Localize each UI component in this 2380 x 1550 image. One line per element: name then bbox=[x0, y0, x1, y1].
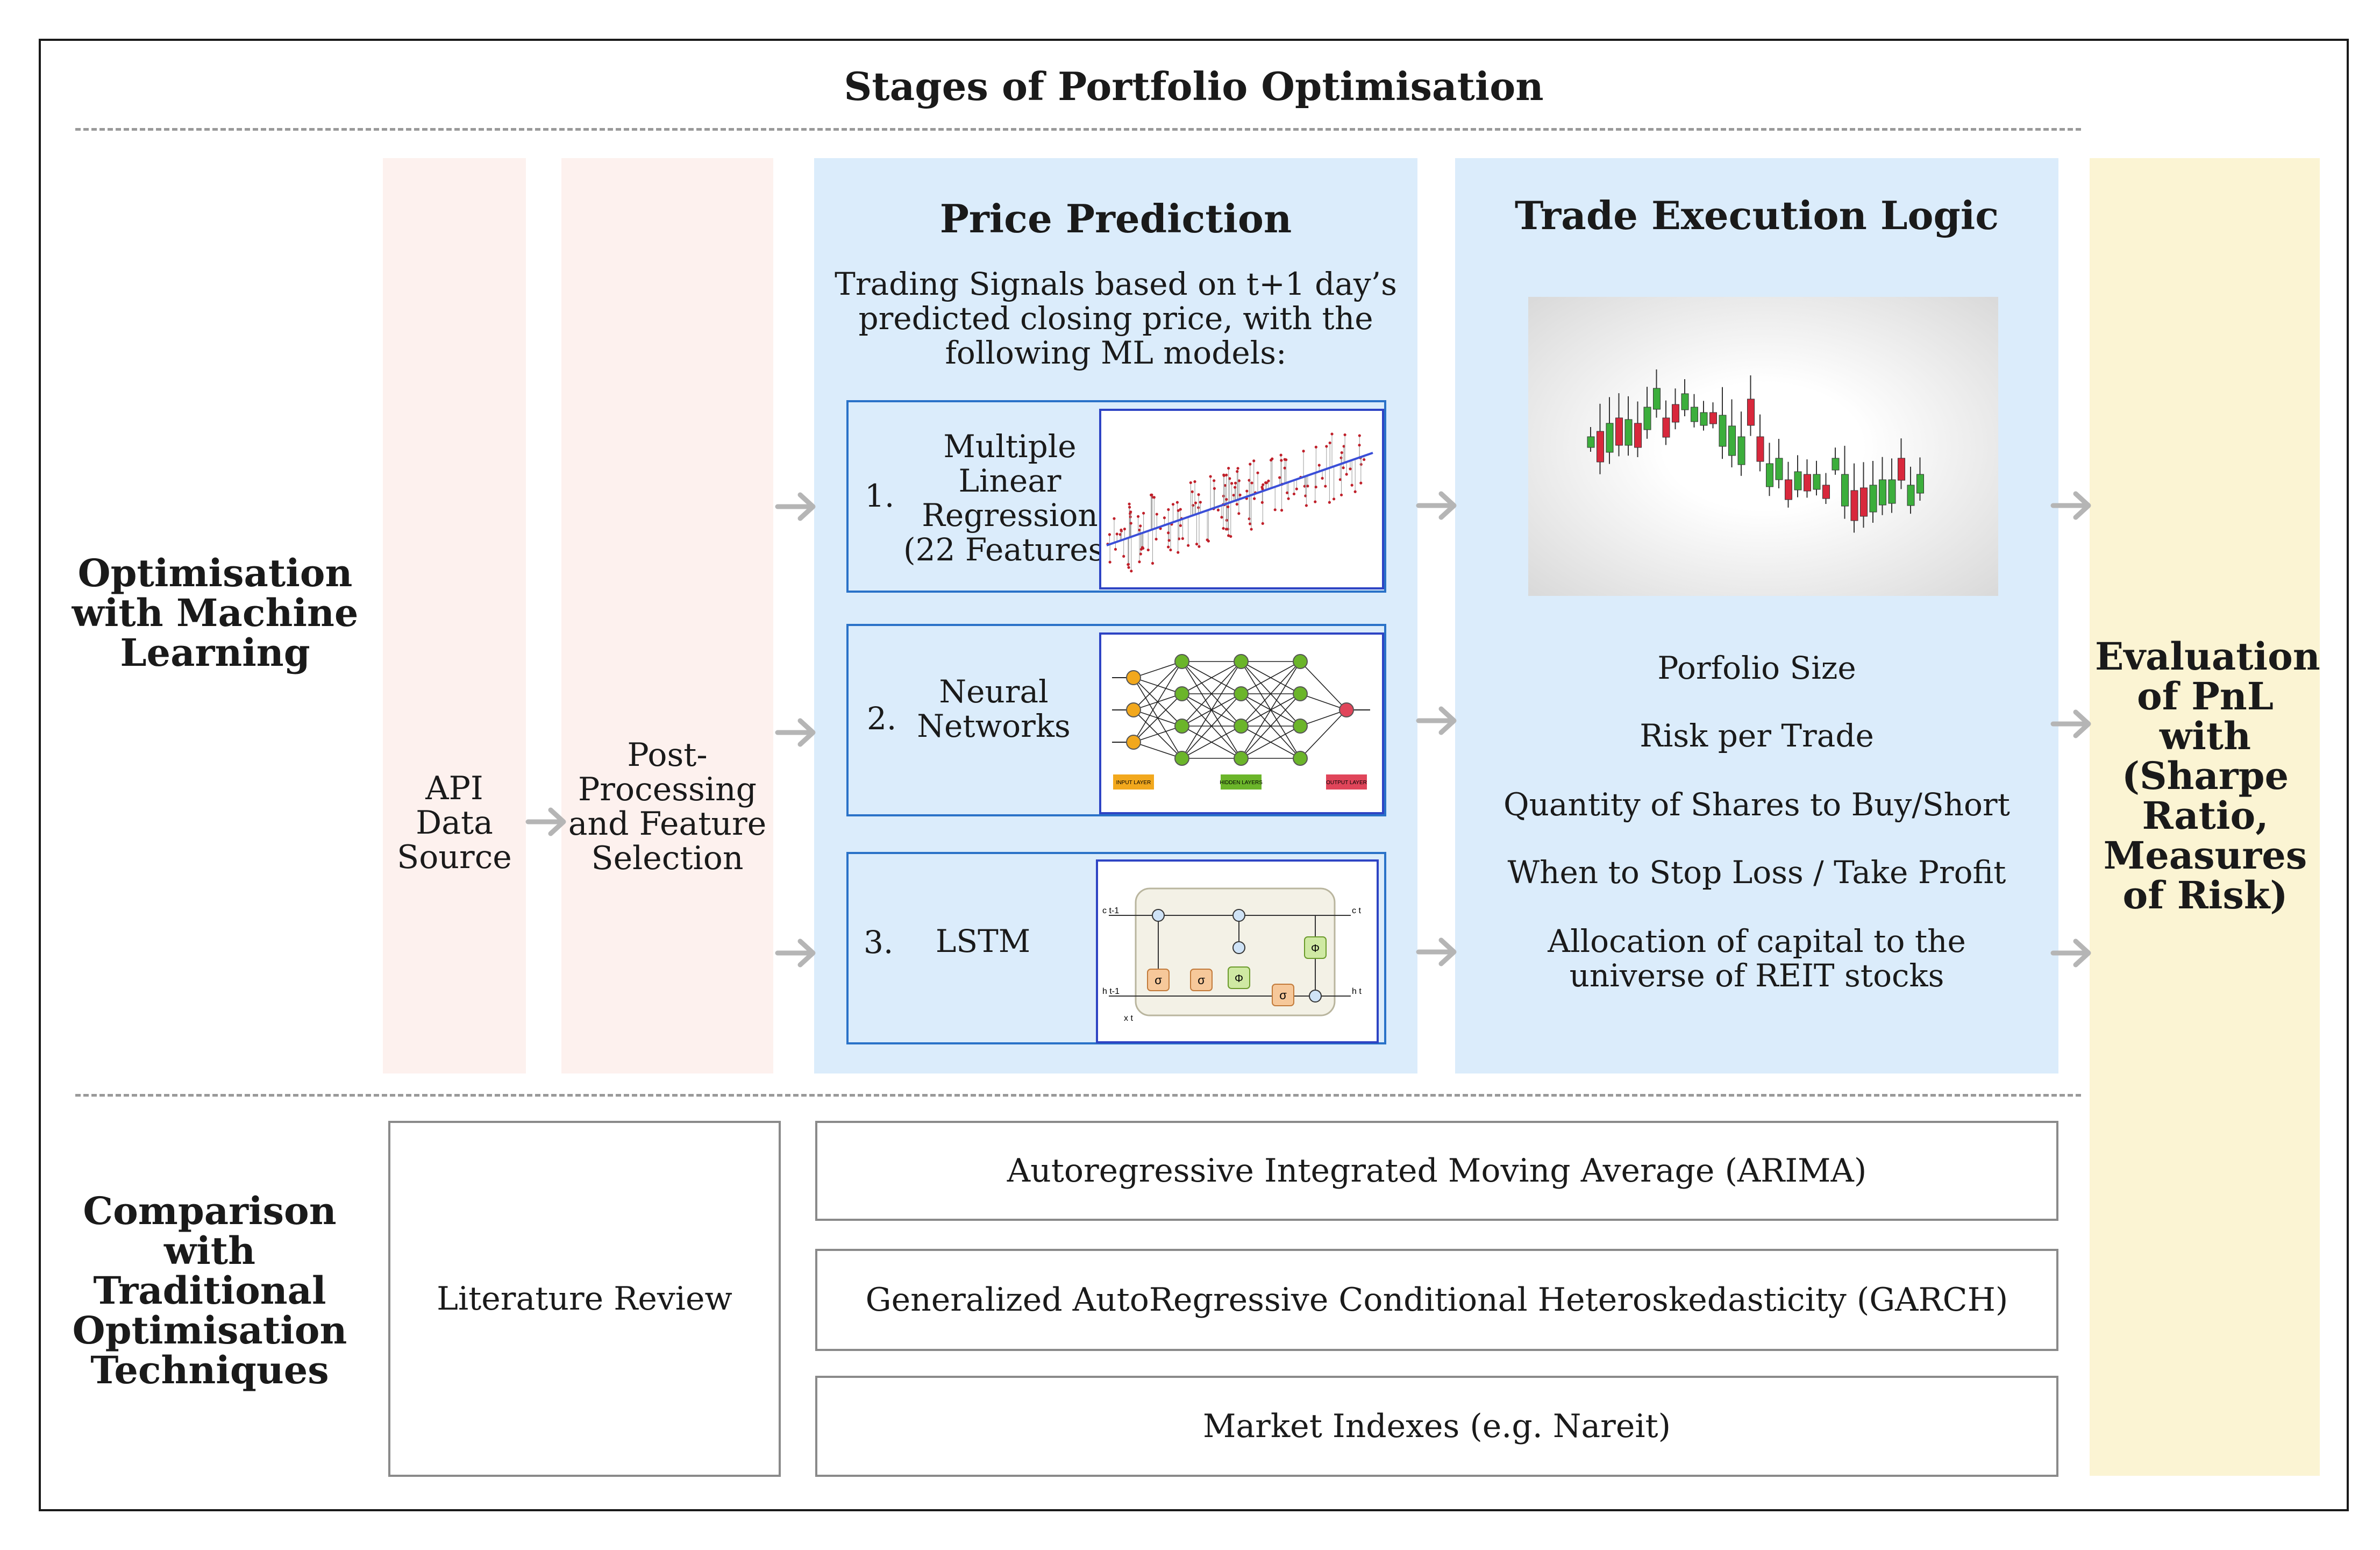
model-name: Neural Networks bbox=[917, 673, 1071, 744]
arrow-model-2-to-trade bbox=[1416, 706, 1457, 735]
neural-network-icon: INPUT LAYER HIDDEN LAYERS OUTPUT LAYER bbox=[1112, 654, 1370, 790]
trade-item-quantity: Quantity of Shares to Buy/Short bbox=[1503, 786, 2010, 823]
x-in-label: x t bbox=[1124, 1014, 1133, 1023]
candlestick-icon bbox=[1587, 369, 1924, 533]
ml-row-label: Optimisation with Machine Learning bbox=[72, 551, 359, 675]
lstm-cell-icon: σ σ Φ Φ σ c t-1 c t h t-1 h t x t bbox=[1102, 887, 1362, 1023]
regression-plot-thumbnail bbox=[1099, 409, 1384, 589]
model-card-regression: 1. Multiple Linear Regression (22 Featur… bbox=[846, 400, 1386, 593]
output-layer-label: OUTPUT LAYER bbox=[1326, 780, 1367, 786]
trade-execution-heading: Trade Execution Logic bbox=[1514, 193, 1999, 238]
arima-box: Autoregressive Integrated Moving Average… bbox=[815, 1121, 2058, 1221]
candlestick-chart-image bbox=[1528, 297, 1998, 596]
literature-review-box: Literature Review bbox=[388, 1121, 781, 1477]
phi-gate-2: Φ bbox=[1311, 943, 1320, 955]
model-name: Multiple Linear Regression (22 Features) bbox=[903, 428, 1116, 568]
arrow-post-to-model-2 bbox=[775, 718, 816, 747]
post-processing-panel bbox=[561, 158, 773, 1073]
api-data-source-label: API Data Source bbox=[397, 770, 512, 876]
traditional-row-label: Comparison with Traditional Optimisation… bbox=[72, 1189, 347, 1392]
model-name: LSTM bbox=[935, 923, 1031, 959]
trade-item-risk-per-trade: Risk per Trade bbox=[1640, 717, 1874, 754]
sigma-gate-1: σ bbox=[1155, 973, 1162, 987]
c-in-label: c t-1 bbox=[1102, 906, 1119, 915]
post-processing-label: Post-Processing and Feature Selection bbox=[568, 736, 767, 877]
arrow-api-to-post bbox=[525, 807, 566, 836]
garch-box: Generalized AutoRegressive Conditional H… bbox=[815, 1249, 2058, 1351]
diagram-title: Stages of Portfolio Optimisation bbox=[844, 63, 1544, 109]
regression-scatter-icon bbox=[1106, 432, 1373, 573]
middle-divider bbox=[75, 1094, 2081, 1097]
trade-item-allocation: Allocation of capital to the universe of… bbox=[1548, 923, 1966, 994]
c-out-label: c t bbox=[1352, 906, 1361, 915]
lstm-cell-thumbnail: σ σ Φ Φ σ c t-1 c t h t-1 h t x t bbox=[1096, 859, 1379, 1043]
arrow-model-3-to-trade bbox=[1416, 937, 1457, 966]
arrow-post-to-model-3 bbox=[775, 938, 816, 968]
evaluation-label: Evaluation of PnL with (Sharpe Ratio, Me… bbox=[2095, 634, 2320, 918]
market-indexes-box: Market Indexes (e.g. Nareit) bbox=[815, 1376, 2058, 1477]
model-number: 3. bbox=[864, 924, 894, 961]
price-prediction-description: Trading Signals based on t+1 day’s predi… bbox=[835, 266, 1397, 371]
model-number: 1. bbox=[865, 478, 895, 514]
trade-item-stop-loss: When to Stop Loss / Take Profit bbox=[1507, 854, 2006, 891]
arrow-trade-to-eval-2 bbox=[2050, 709, 2091, 738]
api-data-source-panel bbox=[383, 158, 526, 1073]
model-card-neural-network: 2. Neural Networks INPUT LAYER HIDDEN LA… bbox=[846, 624, 1386, 816]
phi-gate-1: Φ bbox=[1235, 973, 1243, 985]
sigma-gate-3: σ bbox=[1279, 989, 1287, 1002]
arrow-model-1-to-trade bbox=[1416, 491, 1457, 520]
model-number: 2. bbox=[867, 700, 897, 737]
h-out-label: h t bbox=[1352, 987, 1362, 996]
price-prediction-heading: Price Prediction bbox=[939, 196, 1292, 241]
top-divider bbox=[75, 128, 2081, 131]
h-in-label: h t-1 bbox=[1102, 987, 1120, 996]
model-card-lstm: 3. LSTM σ σ Φ Φ σ c t-1 c t h t-1 bbox=[846, 852, 1386, 1044]
neural-network-thumbnail: INPUT LAYER HIDDEN LAYERS OUTPUT LAYER bbox=[1099, 632, 1384, 814]
arrow-post-to-model-1 bbox=[775, 492, 816, 521]
regression-line bbox=[1106, 452, 1373, 546]
input-layer-label: INPUT LAYER bbox=[1116, 780, 1151, 786]
hidden-layer-label: HIDDEN LAYERS bbox=[1220, 780, 1263, 786]
arrow-trade-to-eval-3 bbox=[2050, 938, 2091, 968]
diagram-frame bbox=[39, 39, 2349, 1511]
sigma-gate-2: σ bbox=[1198, 973, 1205, 987]
arrow-trade-to-eval-1 bbox=[2050, 491, 2091, 520]
trade-item-portfolio-size: Porfolio Size bbox=[1657, 650, 1856, 686]
evaluation-panel bbox=[2090, 158, 2320, 1476]
